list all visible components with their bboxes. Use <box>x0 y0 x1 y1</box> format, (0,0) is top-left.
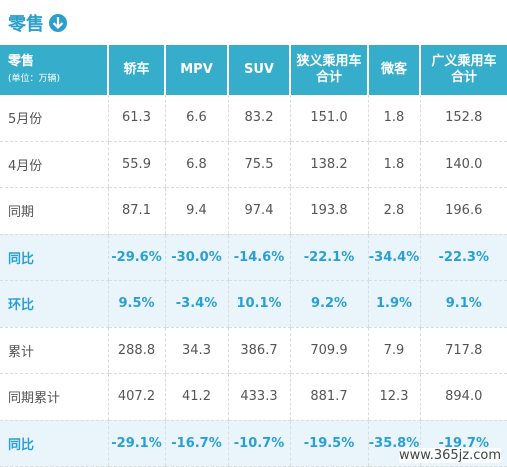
table-row: 同期累计 407.2 41.2 433.3 881.7 12.3 894.0 <box>0 373 507 421</box>
cell: 193.8 <box>289 187 368 235</box>
cell: -22.1% <box>289 234 368 281</box>
cell: 894.0 <box>419 373 507 421</box>
cell: -3.4% <box>164 280 228 328</box>
row-label: 5月份 <box>0 95 108 142</box>
cell: -10.7% <box>227 420 290 467</box>
column-header-line: 合计 <box>450 70 477 85</box>
watermark: www.365jz.com <box>399 448 501 463</box>
cell: 83.2 <box>227 95 290 142</box>
column-header: SUV <box>227 45 290 95</box>
title-text: 零售 <box>8 14 44 35</box>
table-row: 环比 9.5% -3.4% 10.1% 9.2% 1.9% 9.1% <box>0 280 507 328</box>
cell: 386.7 <box>227 327 290 374</box>
cell: -16.7% <box>164 420 228 467</box>
column-header-line: 轿车 <box>123 62 150 77</box>
cell: 140.0 <box>419 141 507 188</box>
cell: 2.8 <box>367 187 420 235</box>
cell: 881.7 <box>289 373 368 421</box>
unit-label: (单位：万辆) <box>8 73 61 84</box>
row-label: 同比 <box>0 420 108 467</box>
cell: 288.8 <box>107 327 165 374</box>
column-header: MPV <box>164 45 228 95</box>
cell: 34.3 <box>164 327 228 374</box>
section-title: 零售 <box>8 8 68 38</box>
column-header-line: MPV <box>180 62 213 77</box>
cell: -30.0% <box>164 234 228 281</box>
cell: 709.9 <box>289 327 368 374</box>
cell: 9.5% <box>107 280 165 328</box>
cell: 6.8 <box>164 141 228 188</box>
column-header-line: SUV <box>244 62 274 77</box>
header-row: 零售 (单位：万辆) 轿车 MPV SUV 狭义乘用车 合计 微客 广义乘用车 合计 <box>0 45 507 95</box>
cell: -14.6% <box>227 234 290 281</box>
row-label: 同比 <box>0 234 108 281</box>
cell: 9.1% <box>419 280 507 328</box>
cell: -34.4% <box>367 234 420 281</box>
cell: 87.1 <box>107 187 165 235</box>
column-header-line: 狭义乘用车 <box>296 54 362 69</box>
cell: 152.8 <box>419 95 507 142</box>
column-header: 广义乘用车 合计 <box>419 45 507 95</box>
cell: 7.9 <box>367 327 420 374</box>
cell: 196.6 <box>419 187 507 235</box>
column-header: 狭义乘用车 合计 <box>289 45 368 95</box>
cell: 1.8 <box>367 95 420 142</box>
cell: 717.8 <box>419 327 507 374</box>
cell: 433.3 <box>227 373 290 421</box>
column-header-line: 微客 <box>380 62 407 77</box>
cell: 97.4 <box>227 187 290 235</box>
cell: 9.4 <box>164 187 228 235</box>
cell: 12.3 <box>367 373 420 421</box>
column-header-line: 广义乘用车 <box>431 54 497 69</box>
column-header: 微客 <box>367 45 420 95</box>
column-header-line: 合计 <box>315 70 342 85</box>
row-label: 环比 <box>0 280 108 328</box>
table-row: 同比 -29.1% -16.7% -10.7% -19.5% -35.8% -19.7% <box>0 420 507 467</box>
table-row: 同期 87.1 9.4 97.4 193.8 2.8 196.6 <box>0 187 507 235</box>
cell: -29.6% <box>107 234 165 281</box>
table-row: 累计 288.8 34.3 386.7 709.9 7.9 717.8 <box>0 327 507 374</box>
corner-cell: 零售 (单位：万辆) <box>0 45 108 95</box>
table-row: 同比 -29.6% -30.0% -14.6% -22.1% -34.4% -22.3% <box>0 234 507 281</box>
table-row: 5月份 61.3 6.6 83.2 151.0 1.8 152.8 <box>0 95 507 142</box>
cell: 10.1% <box>227 280 290 328</box>
cell: 61.3 <box>107 95 165 142</box>
cell: 6.6 <box>164 95 228 142</box>
table-row: 4月份 55.9 6.8 75.5 138.2 1.8 140.0 <box>0 141 507 188</box>
corner-label: 零售 <box>8 53 35 69</box>
column-header: 轿车 <box>107 45 165 95</box>
cell: 1.9% <box>367 280 420 328</box>
down-icon <box>49 14 67 32</box>
cell: 55.9 <box>107 141 165 188</box>
cell: -29.1% <box>107 420 165 467</box>
row-label: 同期累计 <box>0 373 108 421</box>
cell: 1.8 <box>367 141 420 188</box>
cell: 41.2 <box>164 373 228 421</box>
cell: 75.5 <box>227 141 290 188</box>
row-label: 累计 <box>0 327 108 374</box>
cell: 407.2 <box>107 373 165 421</box>
cell: 151.0 <box>289 95 368 142</box>
row-label: 同期 <box>0 187 108 235</box>
cell: 138.2 <box>289 141 368 188</box>
cell: -19.5% <box>289 420 368 467</box>
row-label: 4月份 <box>0 141 108 188</box>
sales-table: 零售 (单位：万辆) 轿车 MPV SUV 狭义乘用车 合计 微客 广义乘用车 合计 5月份 61.… <box>0 45 507 467</box>
cell: 9.2% <box>289 280 368 328</box>
cell: -22.3% <box>419 234 507 281</box>
